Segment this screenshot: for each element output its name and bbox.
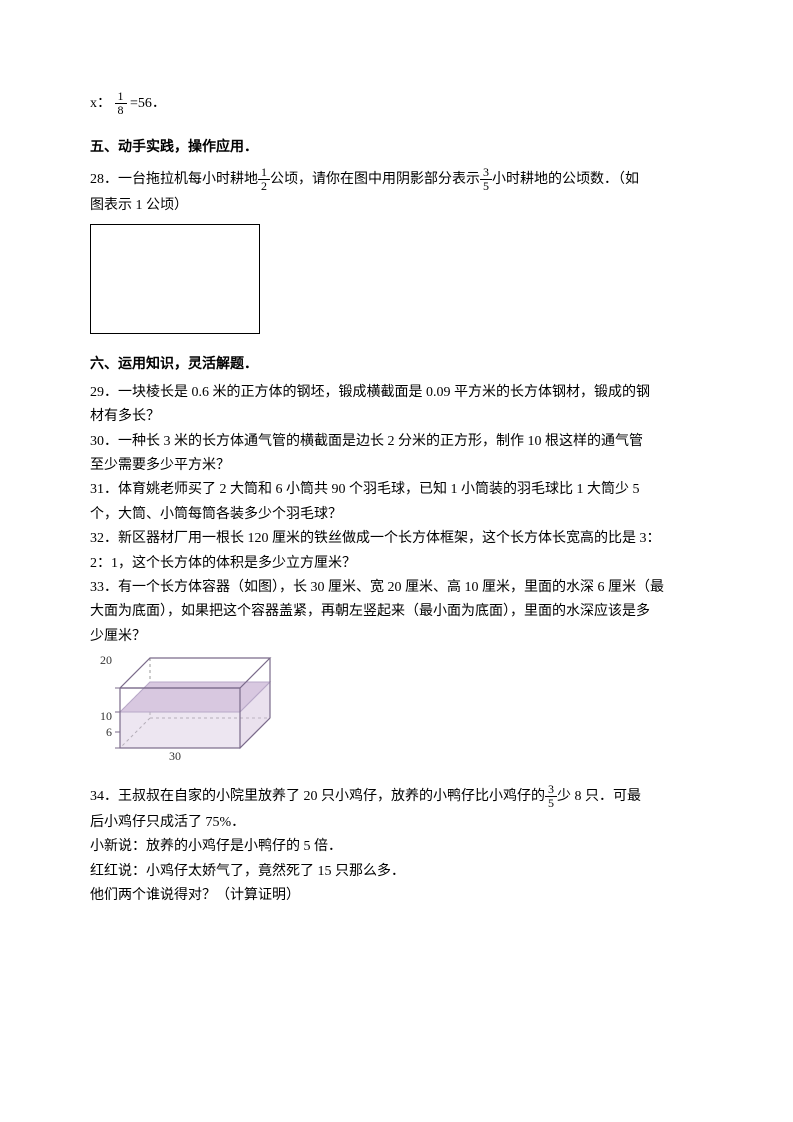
frac-num: 1 xyxy=(115,90,127,104)
label-20: 20 xyxy=(100,654,112,667)
frac-den: 2 xyxy=(258,180,270,193)
q32-line-2: 2：1，这个长方体的体积是多少立方厘米？ xyxy=(90,553,703,575)
q29-line-2: 材有多长？ xyxy=(90,406,703,428)
eq-suffix: =56． xyxy=(130,96,166,111)
fraction-3-5: 3 5 xyxy=(480,166,492,193)
hectare-rectangle xyxy=(90,224,260,334)
frac-num: 3 xyxy=(545,783,557,797)
q33-line-2: 大面为底面），如果把这个容器盖紧，再朝左竖起来（最小面为底面），里面的水深应该是… xyxy=(90,601,703,623)
q33-line-1: 33．有一个长方体容器（如图），长 30 厘米、宽 20 厘米、高 10 厘米，… xyxy=(90,577,703,599)
label-10: 10 xyxy=(100,709,112,723)
equation-line: x： 1 8 =56． xyxy=(90,90,703,117)
q34-line-1: 34．王叔叔在自家的小院里放养了 20 只小鸡仔，放养的小鸭仔比小鸡仔的 3 5… xyxy=(90,783,703,810)
q30-line-2: 至少需要多少平方米？ xyxy=(90,455,703,477)
q30-line-1: 30．一种长 3 米的长方体通气管的横截面是边长 2 分米的正方形，制作 10 … xyxy=(90,431,703,453)
frac-den: 5 xyxy=(480,180,492,193)
fraction-1-2: 1 2 xyxy=(258,166,270,193)
q28-text-a: 28．一台拖拉机每小时耕地 xyxy=(90,172,258,187)
q31-line-2: 个，大筒、小筒每筒各装多少个羽毛球？ xyxy=(90,504,703,526)
label-6: 6 xyxy=(106,725,112,739)
section-5-title: 五、动手实践，操作应用． xyxy=(90,137,703,159)
q29-line-1: 29．一块棱长是 0.6 米的正方体的钢坯，锻成横截面是 0.09 平方米的长方… xyxy=(90,382,703,404)
q34-line-4: 红红说：小鸡仔太娇气了，竟然死了 15 只那么多． xyxy=(90,861,703,883)
section-6-title: 六、运用知识，灵活解题． xyxy=(90,354,703,376)
q32-line-1: 32．新区器材厂用一根长 120 厘米的铁丝做成一个长方体框架，这个长方体长宽高… xyxy=(90,528,703,550)
q28-text-c: 小时耕地的公顷数．（如 xyxy=(492,172,639,187)
eq-prefix: x： xyxy=(90,96,111,111)
frac-num: 1 xyxy=(258,166,270,180)
q28-line-1: 28．一台拖拉机每小时耕地 1 2 公顷，请你在图中用阴影部分表示 3 5 小时… xyxy=(90,166,703,193)
frac-num: 3 xyxy=(480,166,492,180)
frac-den: 8 xyxy=(115,104,127,117)
q33-line-3: 少厘米？ xyxy=(90,626,703,648)
fraction-3-5-b: 3 5 xyxy=(545,783,557,810)
label-30: 30 xyxy=(169,749,181,763)
q34-line-2: 后小鸡仔只成活了 75%． xyxy=(90,812,703,834)
q34-text-b: 少 8 只．可最 xyxy=(557,789,641,804)
frac-den: 5 xyxy=(545,797,557,810)
q34-text-a: 34．王叔叔在自家的小院里放养了 20 只小鸡仔，放养的小鸭仔比小鸡仔的 xyxy=(90,789,545,804)
q28-text-b: 公顷，请你在图中用阴影部分表示 xyxy=(270,172,480,187)
q33-cuboid-diagram: 20 10 6 30 xyxy=(90,654,703,772)
q34-line-3: 小新说：放养的小鸡仔是小鸭仔的 5 倍． xyxy=(90,836,703,858)
q31-line-1: 31．体育姚老师买了 2 大筒和 6 小筒共 90 个羽毛球，已知 1 小筒装的… xyxy=(90,479,703,501)
q34-line-5: 他们两个谁说得对？（计算证明） xyxy=(90,885,703,907)
q28-line-2: 图表示 1 公顷） xyxy=(90,195,703,217)
fraction-1-8: 1 8 xyxy=(115,90,127,117)
